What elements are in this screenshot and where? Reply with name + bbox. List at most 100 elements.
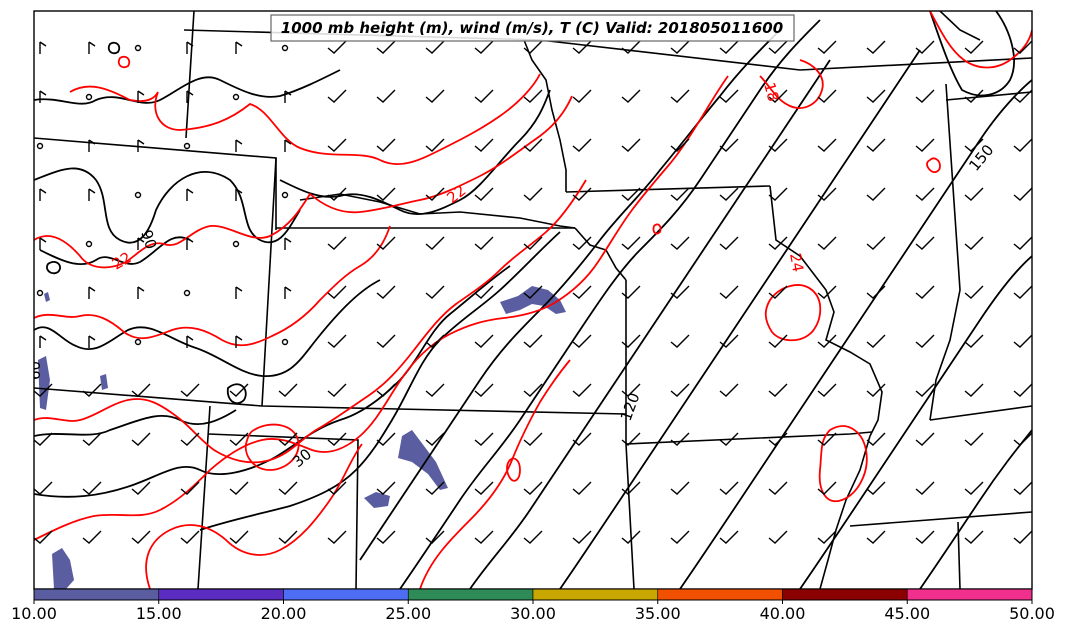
- wind-barb: [85, 93, 93, 101]
- wind-barb: [327, 432, 347, 446]
- wind-barb: [915, 187, 935, 201]
- colorbar-tick-label: 20.00: [261, 604, 307, 623]
- wind-barb: [719, 89, 739, 103]
- temp-contour-22-mid: [34, 95, 573, 269]
- wind-barb: [572, 187, 592, 201]
- wind-barb: [425, 187, 445, 201]
- wind-barb: [866, 285, 886, 299]
- height-contour-small-3: [46, 260, 61, 275]
- wind-barb: [817, 138, 837, 152]
- wind-barb: [866, 383, 886, 397]
- wind-barb: [327, 138, 347, 152]
- wind-barb: [278, 530, 298, 544]
- wind-barb: [670, 40, 690, 54]
- wind-barb: [523, 187, 543, 201]
- temp-contour-24b: [34, 75, 729, 541]
- boundary-nm-ok: [207, 433, 359, 589]
- boundary-ms-river-south: [819, 435, 871, 589]
- wind-barb: [186, 90, 194, 103]
- wind-barb: [474, 40, 494, 54]
- wind-barb: [327, 334, 347, 348]
- wind-barb: [82, 481, 102, 495]
- wind-barb: [964, 187, 984, 201]
- map-content: 90 60 30 120 150 18 22 22 24: [34, 11, 1032, 589]
- wind-barb: [180, 432, 200, 446]
- wind-barb: [39, 41, 47, 54]
- wind-barb: [34, 530, 53, 544]
- wind-barb: [768, 89, 788, 103]
- wind-shade-oklahoma-1: [398, 430, 448, 490]
- wind-barb: [768, 432, 788, 446]
- wind-barb: [621, 432, 641, 446]
- boundary-ok-south: [197, 405, 211, 589]
- wind-shade-southwest: [52, 548, 74, 589]
- wind-barb: [866, 187, 886, 201]
- height-label-150: 150: [965, 141, 997, 175]
- wind-barb: [425, 432, 445, 446]
- wind-barb: [376, 334, 396, 348]
- wind-barb: [915, 481, 935, 495]
- wind-barb: [768, 40, 788, 54]
- wind-barb: [572, 334, 592, 348]
- wind-barb: [768, 138, 788, 152]
- wind-barb: [572, 236, 592, 250]
- colorbar-segment: [158, 588, 284, 601]
- wind-barb: [327, 187, 347, 201]
- wind-barb: [131, 530, 151, 544]
- wind-barb: [82, 383, 102, 397]
- wind-barb: [327, 236, 347, 250]
- wind-shade-kansas: [500, 286, 566, 314]
- wind-barb: [36, 142, 44, 150]
- colorbar-tick-label: 50.00: [1009, 604, 1055, 623]
- temp-contour-sw: [145, 443, 363, 589]
- wind-barb: [523, 236, 543, 250]
- wind-barb: [376, 285, 396, 299]
- wind-barb: [572, 383, 592, 397]
- wind-barb: [1013, 40, 1032, 54]
- wind-barb: [474, 481, 494, 495]
- height-label-90: 90: [137, 228, 160, 252]
- wind-barb: [1013, 89, 1032, 103]
- boundary-ky-tn: [849, 511, 1032, 527]
- wind-barb: [621, 383, 641, 397]
- wind-barb: [572, 89, 592, 103]
- boundary-il-east: [929, 83, 961, 421]
- wind-barb: [327, 481, 347, 495]
- height-contour-60b: [34, 409, 237, 437]
- temp-contour-ne-big: [929, 11, 1032, 69]
- wind-barb: [964, 383, 984, 397]
- wind-barb: [235, 139, 243, 152]
- wind-barb: [572, 432, 592, 446]
- colorbar-segment: [906, 588, 1033, 601]
- height-contour-60: [34, 279, 381, 377]
- wind-barb: [85, 240, 93, 248]
- wind-barb: [915, 530, 935, 544]
- temp-label-22-b: 22: [109, 248, 135, 273]
- wind-barb: [235, 335, 243, 348]
- wind-barb: [964, 334, 984, 348]
- wind-barb: [82, 530, 102, 544]
- wind-barb: [278, 432, 298, 446]
- wind-barb: [183, 289, 191, 297]
- temperature-contours: [34, 11, 1032, 589]
- wind-barb: [376, 432, 396, 446]
- boundary-ar-north: [625, 431, 873, 445]
- height-contour-120b: [559, 49, 921, 589]
- wind-barb: [88, 286, 96, 299]
- wind-barb: [719, 40, 739, 54]
- wind-barb: [621, 89, 641, 103]
- wind-barb: [474, 432, 494, 446]
- boundary-mt-wy: [185, 11, 195, 139]
- wind-barb: [523, 383, 543, 397]
- wind-barb: [474, 236, 494, 250]
- wind-barb: [235, 286, 243, 299]
- wind-shade-colorado-west: [38, 356, 50, 410]
- wind-barb: [621, 334, 641, 348]
- wind-barb: [817, 40, 837, 54]
- wind-barb: [281, 338, 289, 346]
- wind-barb: [281, 44, 289, 52]
- wind-barb: [915, 236, 935, 250]
- wind-barb: [34, 383, 53, 397]
- wind-barb: [915, 138, 935, 152]
- wind-barb: [232, 93, 240, 101]
